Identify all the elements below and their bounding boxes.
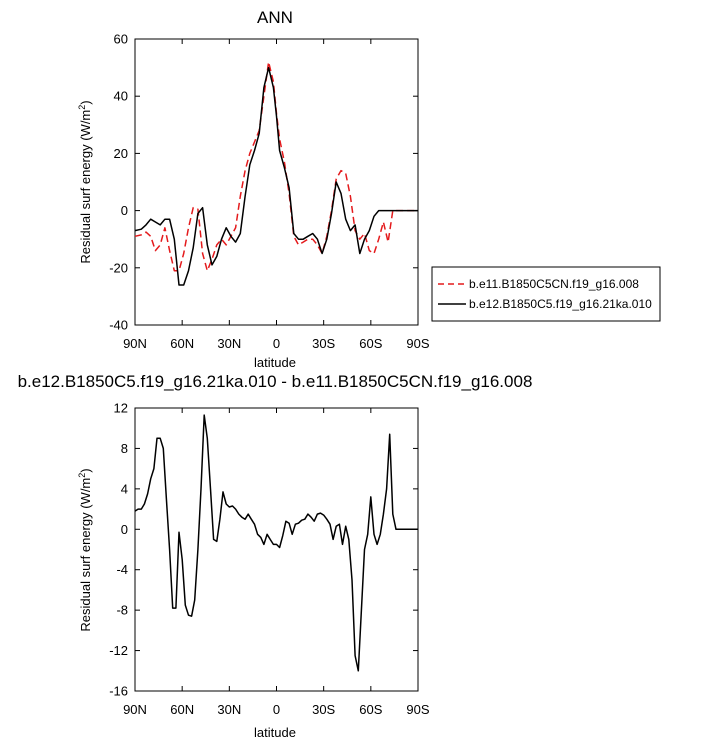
bottom-xtick-label: 60S bbox=[359, 702, 382, 717]
bottom-series-lines bbox=[134, 414, 418, 672]
bottom-y-axis-label-superscript: 2 bbox=[77, 473, 87, 478]
top-ytick-label: 60 bbox=[114, 32, 128, 47]
top-ytick-label: 40 bbox=[114, 89, 128, 104]
top-chart-title: ANN bbox=[257, 8, 293, 27]
bottom-ytick-label: -4 bbox=[116, 562, 128, 577]
top-xtick-label: 30S bbox=[312, 336, 335, 351]
top-xtick-label: 30N bbox=[217, 336, 241, 351]
top-xtick-label: 90S bbox=[406, 336, 429, 351]
top-y-axis-label-main: Residual surf energy (W/m bbox=[78, 110, 93, 264]
legend-box bbox=[431, 266, 661, 322]
bottom-ytick-label: 4 bbox=[121, 481, 128, 496]
top-y-tick-labels: -40 -20 0 20 40 60 bbox=[109, 32, 128, 333]
legend-label-series-2: b.e12.B1850C5.f19_g16.21ka.010 bbox=[469, 297, 652, 311]
top-xtick-label: 60N bbox=[170, 336, 194, 351]
top-ytick-label: 0 bbox=[121, 203, 128, 218]
bottom-y-axis-label: Residual surf energy (W/m2) bbox=[77, 468, 93, 631]
bottom-y-tick-labels: -16 -12 -8 -4 0 4 8 12 bbox=[109, 401, 128, 699]
top-series-lines bbox=[134, 61, 418, 286]
bottom-ytick-label: 12 bbox=[114, 401, 128, 416]
bottom-xtick-label: 90S bbox=[406, 702, 429, 717]
bottom-ytick-label: -16 bbox=[109, 684, 128, 699]
top-legend: b.e11.B1850C5CN.f19_g16.008 b.e12.B1850C… bbox=[431, 266, 661, 322]
bottom-tick-marks bbox=[134, 407, 419, 692]
top-chart-panel: ANN -40 -20 0 20 40 60 90N 60N 30N 0 30S 60S 90S la… bbox=[77, 8, 661, 370]
top-y-axis-label-tail: ) bbox=[78, 100, 93, 104]
bottom-y-axis-label-tail: ) bbox=[78, 468, 93, 472]
top-ytick-label: -40 bbox=[109, 318, 128, 333]
bottom-xtick-label: 30N bbox=[217, 702, 241, 717]
bottom-ytick-label: 0 bbox=[121, 522, 128, 537]
top-series-line-2 bbox=[134, 66, 418, 286]
bottom-ytick-label: 8 bbox=[121, 441, 128, 456]
top-xtick-label: 60S bbox=[359, 336, 382, 351]
bottom-ytick-label: -12 bbox=[109, 643, 128, 658]
top-series-line-1 bbox=[134, 61, 418, 272]
top-ytick-label: -20 bbox=[109, 260, 128, 275]
top-x-tick-labels: 90N 60N 30N 0 30S 60S 90S bbox=[123, 336, 430, 351]
bottom-x-axis-label: latitude bbox=[254, 725, 296, 740]
top-y-axis-label-superscript: 2 bbox=[77, 105, 87, 110]
bottom-xtick-label: 30S bbox=[312, 702, 335, 717]
top-xtick-label: 90N bbox=[123, 336, 147, 351]
bottom-chart-title: b.e12.B1850C5.f19_g16.21ka.010 - b.e11.B… bbox=[18, 372, 533, 391]
top-ytick-label: 20 bbox=[114, 146, 128, 161]
top-tick-marks bbox=[134, 38, 419, 326]
bottom-plot-frame bbox=[134, 407, 419, 692]
bottom-xtick-label: 60N bbox=[170, 702, 194, 717]
top-y-axis-label: Residual surf energy (W/m2) bbox=[77, 100, 93, 263]
legend-label-series-1: b.e11.B1850C5CN.f19_g16.008 bbox=[469, 277, 639, 291]
bottom-ytick-label: -8 bbox=[116, 603, 128, 618]
top-plot-frame bbox=[134, 38, 419, 326]
bottom-xtick-label: 90N bbox=[123, 702, 147, 717]
bottom-y-axis-label-main: Residual surf energy (W/m bbox=[78, 478, 93, 632]
bottom-xtick-label: 0 bbox=[273, 702, 280, 717]
bottom-series-line-1 bbox=[134, 414, 418, 672]
bottom-x-tick-labels: 90N 60N 30N 0 30S 60S 90S bbox=[123, 702, 430, 717]
top-x-axis-label: latitude bbox=[254, 355, 296, 370]
top-xtick-label: 0 bbox=[273, 336, 280, 351]
bottom-chart-panel: b.e12.B1850C5.f19_g16.21ka.010 - b.e11.B… bbox=[18, 372, 533, 740]
